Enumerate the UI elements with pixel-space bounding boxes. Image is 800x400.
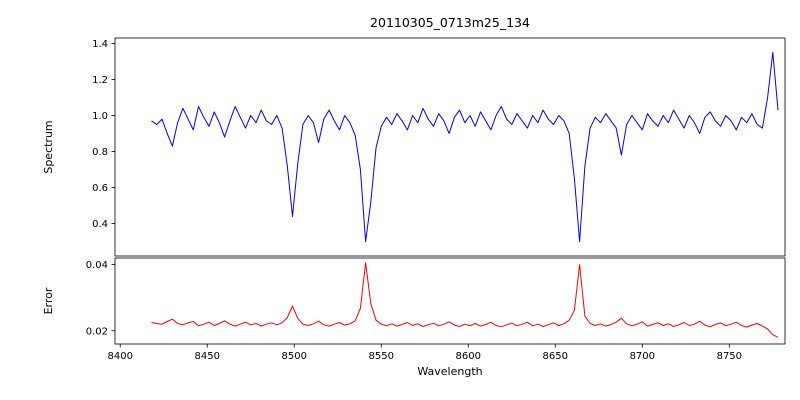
x-tick-label: 8400 (107, 351, 132, 362)
x-tick-label: 8500 (282, 351, 307, 362)
error-axes-frame (114, 257, 786, 345)
y-tick-label: 0.04 (86, 260, 108, 271)
x-axis-label: Wavelength (417, 365, 482, 378)
spectrum-line (151, 51, 779, 243)
y-tick-label: 1.4 (92, 39, 108, 50)
y-tick-label: 1.2 (92, 75, 108, 86)
x-tick-label: 8750 (717, 351, 742, 362)
error-line (151, 262, 779, 338)
plot-content: 0.4 0.6 0.8 1.0 1.2 1.4 0.02 0.04 8400 8450 8500 85… (86, 37, 786, 362)
chart-title: 20110305_0713m25_134 (370, 15, 530, 30)
spectrum-axes-frame (114, 37, 786, 257)
x-tick-label: 8700 (630, 351, 655, 362)
y-tick-label: 0.4 (92, 219, 108, 230)
y-tick-label: 0.6 (92, 183, 108, 194)
error-ylabel: Error (42, 287, 55, 314)
x-tick-label: 8600 (456, 351, 481, 362)
y-tick-label: 1.0 (92, 111, 108, 122)
x-tick-label: 8450 (195, 351, 220, 362)
spectrum-ylabel: Spectrum (42, 120, 55, 173)
y-tick-label: 0.8 (92, 147, 108, 158)
y-tick-label: 0.02 (86, 326, 108, 337)
x-tick-label: 8550 (369, 351, 394, 362)
x-tick-label: 8650 (543, 351, 568, 362)
